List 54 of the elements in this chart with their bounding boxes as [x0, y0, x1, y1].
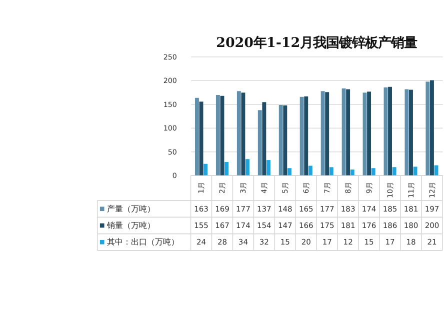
x-tick-label: 3月: [238, 182, 248, 194]
x-tick-label: 11月: [406, 182, 416, 198]
y-tick-label: 100: [163, 124, 178, 133]
chart-title: 2020年1-12月我国镀锌板产销量: [216, 35, 418, 52]
bar: [320, 91, 325, 176]
bar: [413, 166, 418, 176]
bar: [404, 89, 409, 176]
x-tick-label: 2月: [218, 182, 227, 194]
y-tick-label: 50: [168, 147, 178, 156]
x-tick-label: 6月: [301, 182, 310, 194]
bar: [262, 102, 266, 176]
legend-label: 其中：出口（万吨）: [106, 238, 179, 246]
bar: [245, 159, 250, 176]
bar: [350, 170, 354, 176]
bar: [304, 96, 308, 176]
legend-label: 销量（万吨）: [106, 220, 155, 230]
bar: [392, 167, 396, 176]
x-tick-label: 7月: [322, 182, 332, 194]
bar: [287, 168, 292, 176]
bar: [220, 96, 224, 176]
bar: [194, 98, 199, 176]
bar: [342, 88, 346, 176]
y-tick-label: 150: [163, 100, 178, 109]
bar: [278, 104, 283, 176]
bar: [204, 164, 208, 176]
bar: [266, 160, 270, 176]
bar: [216, 94, 220, 176]
x-tick-label: 10月: [385, 182, 394, 198]
x-tick-label: 4月: [260, 182, 269, 194]
x-tick-label: 9月: [364, 182, 374, 194]
bar: [258, 110, 262, 176]
bar: [388, 86, 392, 176]
bar: [346, 89, 350, 176]
y-tick-label: 0: [172, 171, 178, 180]
bar: [367, 92, 372, 176]
bar: [241, 92, 246, 176]
x-tick-label: 1月: [196, 182, 206, 194]
bar: [371, 168, 376, 176]
bar: [308, 166, 312, 176]
bar: [300, 96, 304, 176]
y-tick-label: 250: [163, 52, 178, 62]
y-tick-label: 200: [163, 76, 178, 86]
bar: [236, 91, 241, 176]
bar: [409, 90, 413, 176]
x-tick-label: 12月: [427, 182, 436, 198]
bar: [325, 92, 330, 176]
x-tick-label: 8月: [343, 182, 352, 194]
bar: [224, 162, 228, 176]
bar: [283, 105, 288, 176]
bar: [329, 167, 334, 176]
bar: [426, 82, 430, 176]
x-tick-label: 5月: [280, 182, 290, 194]
legend-label: 产量（万吨）: [106, 204, 155, 214]
bar: [430, 80, 434, 176]
